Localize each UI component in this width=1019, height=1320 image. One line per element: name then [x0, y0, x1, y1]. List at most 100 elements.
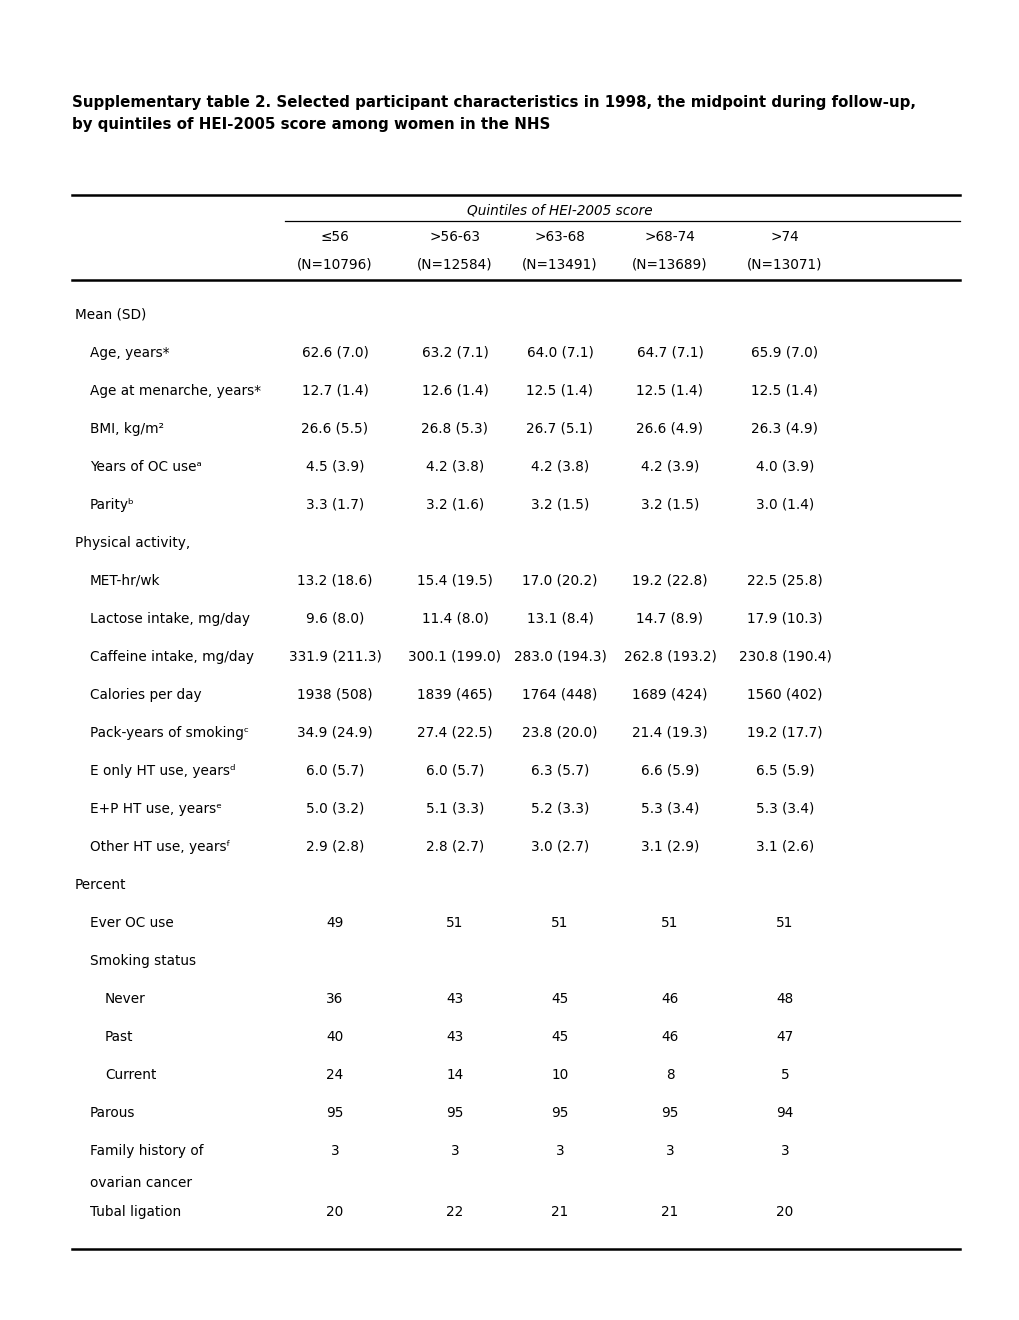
Text: 64.0 (7.1): 64.0 (7.1): [526, 346, 593, 360]
Text: 8: 8: [665, 1068, 674, 1082]
Text: 46: 46: [660, 1030, 678, 1044]
Text: 26.7 (5.1): 26.7 (5.1): [526, 422, 593, 436]
Text: 20: 20: [775, 1205, 793, 1218]
Text: (N=12584): (N=12584): [417, 257, 492, 272]
Text: Percent: Percent: [75, 878, 126, 892]
Text: 5.2 (3.3): 5.2 (3.3): [530, 803, 589, 816]
Text: 26.3 (4.9): 26.3 (4.9): [751, 422, 817, 436]
Text: 21: 21: [660, 1205, 678, 1218]
Text: >74: >74: [770, 230, 799, 244]
Text: Pack-years of smokingᶜ: Pack-years of smokingᶜ: [90, 726, 249, 741]
Text: 6.5 (5.9): 6.5 (5.9): [755, 764, 813, 777]
Text: 12.5 (1.4): 12.5 (1.4): [751, 384, 817, 399]
Text: 3: 3: [665, 1144, 674, 1158]
Text: 26.6 (5.5): 26.6 (5.5): [302, 422, 368, 436]
Text: Parous: Parous: [90, 1106, 136, 1119]
Text: 21.4 (19.3): 21.4 (19.3): [632, 726, 707, 741]
Text: 21: 21: [551, 1205, 568, 1218]
Text: 2.9 (2.8): 2.9 (2.8): [306, 840, 364, 854]
Text: 45: 45: [551, 993, 569, 1006]
Text: 51: 51: [551, 916, 569, 931]
Text: ovarian cancer: ovarian cancer: [90, 1176, 192, 1191]
Text: (N=13491): (N=13491): [522, 257, 597, 272]
Text: Calories per day: Calories per day: [90, 688, 202, 702]
Text: 26.8 (5.3): 26.8 (5.3): [421, 422, 488, 436]
Text: 4.2 (3.8): 4.2 (3.8): [426, 459, 484, 474]
Text: 4.0 (3.9): 4.0 (3.9): [755, 459, 813, 474]
Text: 3.0 (2.7): 3.0 (2.7): [530, 840, 589, 854]
Text: 3.1 (2.6): 3.1 (2.6): [755, 840, 813, 854]
Text: 3.2 (1.5): 3.2 (1.5): [530, 498, 589, 512]
Text: 19.2 (17.7): 19.2 (17.7): [747, 726, 822, 741]
Text: (N=10796): (N=10796): [297, 257, 373, 272]
Text: 1689 (424): 1689 (424): [632, 688, 707, 702]
Text: MET-hr/wk: MET-hr/wk: [90, 574, 160, 587]
Text: 40: 40: [326, 1030, 343, 1044]
Text: Age at menarche, years*: Age at menarche, years*: [90, 384, 261, 399]
Text: 45: 45: [551, 1030, 569, 1044]
Text: 94: 94: [775, 1106, 793, 1119]
Text: 10: 10: [551, 1068, 568, 1082]
Text: 34.9 (24.9): 34.9 (24.9): [297, 726, 373, 741]
Text: 12.6 (1.4): 12.6 (1.4): [421, 384, 488, 399]
Text: 1938 (508): 1938 (508): [297, 688, 373, 702]
Text: 5.3 (3.4): 5.3 (3.4): [640, 803, 698, 816]
Text: 43: 43: [446, 1030, 464, 1044]
Text: Smoking status: Smoking status: [90, 954, 196, 968]
Text: 47: 47: [775, 1030, 793, 1044]
Text: Family history of: Family history of: [90, 1144, 204, 1158]
Text: Current: Current: [105, 1068, 156, 1082]
Text: 3.0 (1.4): 3.0 (1.4): [755, 498, 813, 512]
Text: 3.2 (1.6): 3.2 (1.6): [426, 498, 484, 512]
Text: 1839 (465): 1839 (465): [417, 688, 492, 702]
Text: 3: 3: [555, 1144, 564, 1158]
Text: 95: 95: [550, 1106, 569, 1119]
Text: 6.0 (5.7): 6.0 (5.7): [306, 764, 364, 777]
Text: >63-68: >63-68: [534, 230, 585, 244]
Text: 36: 36: [326, 993, 343, 1006]
Text: 12.7 (1.4): 12.7 (1.4): [302, 384, 368, 399]
Text: 1560 (402): 1560 (402): [747, 688, 822, 702]
Text: Physical activity,: Physical activity,: [75, 536, 191, 550]
Text: 12.5 (1.4): 12.5 (1.4): [636, 384, 703, 399]
Text: 262.8 (193.2): 262.8 (193.2): [623, 649, 715, 664]
Text: 46: 46: [660, 993, 678, 1006]
Text: 20: 20: [326, 1205, 343, 1218]
Text: Caffeine intake, mg/day: Caffeine intake, mg/day: [90, 649, 254, 664]
Text: 23.8 (20.0): 23.8 (20.0): [522, 726, 597, 741]
Text: Age, years*: Age, years*: [90, 346, 169, 360]
Text: E only HT use, yearsᵈ: E only HT use, yearsᵈ: [90, 764, 235, 777]
Text: 4.5 (3.9): 4.5 (3.9): [306, 459, 364, 474]
Text: 65.9 (7.0): 65.9 (7.0): [751, 346, 818, 360]
Text: 6.3 (5.7): 6.3 (5.7): [530, 764, 589, 777]
Text: Ever OC use: Ever OC use: [90, 916, 173, 931]
Text: 9.6 (8.0): 9.6 (8.0): [306, 612, 364, 626]
Text: Other HT use, yearsᶠ: Other HT use, yearsᶠ: [90, 840, 230, 854]
Text: 3: 3: [450, 1144, 459, 1158]
Text: 95: 95: [660, 1106, 678, 1119]
Text: 13.2 (18.6): 13.2 (18.6): [297, 574, 372, 587]
Text: Past: Past: [105, 1030, 133, 1044]
Text: 13.1 (8.4): 13.1 (8.4): [526, 612, 593, 626]
Text: 48: 48: [775, 993, 793, 1006]
Text: 5.3 (3.4): 5.3 (3.4): [755, 803, 813, 816]
Text: (N=13071): (N=13071): [747, 257, 822, 272]
Text: >68-74: >68-74: [644, 230, 695, 244]
Text: Never: Never: [105, 993, 146, 1006]
Text: Years of OC useᵃ: Years of OC useᵃ: [90, 459, 202, 474]
Text: 26.6 (4.9): 26.6 (4.9): [636, 422, 703, 436]
Text: 22: 22: [446, 1205, 464, 1218]
Text: 14: 14: [446, 1068, 464, 1082]
Text: 62.6 (7.0): 62.6 (7.0): [302, 346, 368, 360]
Text: 19.2 (22.8): 19.2 (22.8): [632, 574, 707, 587]
Text: 17.9 (10.3): 17.9 (10.3): [747, 612, 822, 626]
Text: 64.7 (7.1): 64.7 (7.1): [636, 346, 703, 360]
Text: 230.8 (190.4): 230.8 (190.4): [738, 649, 830, 664]
Text: BMI, kg/m²: BMI, kg/m²: [90, 422, 164, 436]
Text: 51: 51: [775, 916, 793, 931]
Text: 63.2 (7.1): 63.2 (7.1): [421, 346, 488, 360]
Text: 6.0 (5.7): 6.0 (5.7): [425, 764, 484, 777]
Text: (N=13689): (N=13689): [632, 257, 707, 272]
Text: Lactose intake, mg/day: Lactose intake, mg/day: [90, 612, 250, 626]
Text: 5: 5: [780, 1068, 789, 1082]
